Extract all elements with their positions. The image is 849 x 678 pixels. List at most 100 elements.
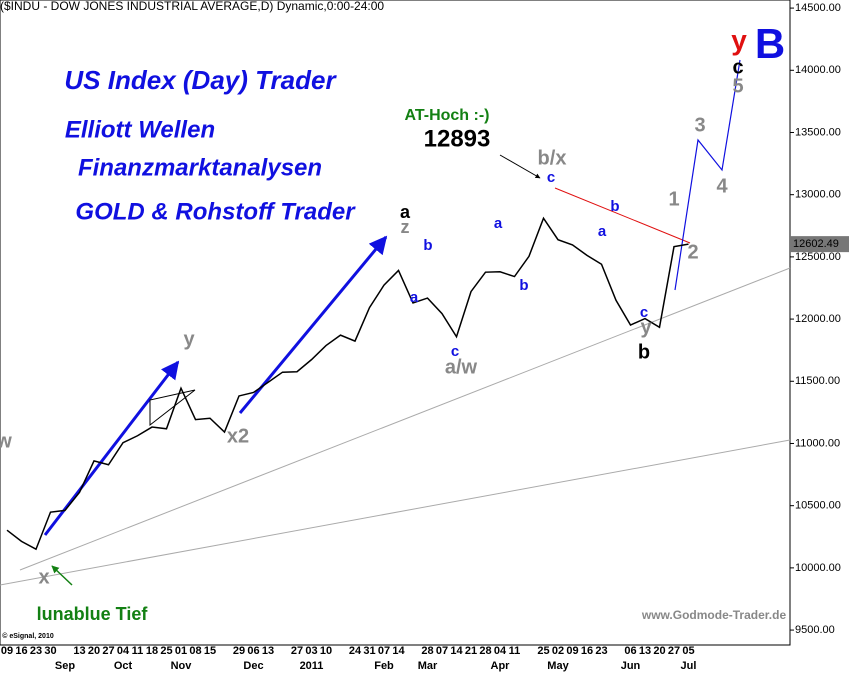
annotation: US Index (Day) Trader <box>64 65 337 95</box>
annotation: a <box>598 223 607 240</box>
month-label: Jun <box>621 660 641 672</box>
x-tick-label: 11 <box>509 645 521 657</box>
x-tick-label: 28 <box>479 645 491 657</box>
annotation: 12893 <box>424 125 491 152</box>
annotation: 5 <box>732 75 743 97</box>
annotation: www.Godmode-Trader.de <box>641 608 787 622</box>
annotation: © eSignal, 2010 <box>2 632 54 640</box>
x-tick-label: 07 <box>378 645 390 657</box>
x-tick-label: 10 <box>320 645 332 657</box>
y-tick-label: 12500.00 <box>795 251 841 263</box>
x-tick-label: 15 <box>204 645 216 657</box>
annotation: c <box>640 304 648 321</box>
annotation: Finanzmarktanalysen <box>78 154 322 181</box>
x-tick-label: 21 <box>465 645 477 657</box>
x-tick-label: 16 <box>15 645 27 657</box>
x-tick-label: 13 <box>73 645 85 657</box>
month-label: Dec <box>243 660 263 672</box>
x-tick-label: 09 <box>1 645 13 657</box>
annotation: a/w <box>445 356 478 378</box>
x-tick-label: 04 <box>494 645 507 657</box>
chart-title: ($INDU - DOW JONES INDUSTRIAL AVERAGE,D)… <box>0 0 384 13</box>
annotation: B <box>755 20 785 67</box>
annotation: y <box>731 24 747 55</box>
x-tick-label: 20 <box>653 645 665 657</box>
x-tick-label: 01 <box>175 645 187 657</box>
y-tick-label: 10500.00 <box>795 500 841 512</box>
annotation: b <box>610 198 619 215</box>
annotation: a <box>494 215 503 232</box>
annotation: w <box>0 430 12 452</box>
x-tick-label: 13 <box>639 645 651 657</box>
annotation: y <box>640 316 652 338</box>
arrow <box>51 565 73 586</box>
month-label: Jul <box>681 660 697 672</box>
x-tick-label: 08 <box>189 645 201 657</box>
annotation: z <box>401 217 410 237</box>
annotation: x2 <box>227 425 249 447</box>
x-tick-label: 16 <box>581 645 593 657</box>
trend-line <box>0 439 791 586</box>
x-tick-label: 20 <box>88 645 100 657</box>
price-tag-label: 12602.49 <box>793 238 839 250</box>
x-tick-label: 27 <box>102 645 114 657</box>
month-label: Mar <box>418 660 438 672</box>
annotation: b <box>638 341 650 363</box>
annotation: a <box>410 289 419 306</box>
plot-area <box>0 0 791 646</box>
y-tick-label: 9500.00 <box>795 624 835 636</box>
projection <box>674 59 741 291</box>
annotation: Elliott Wellen <box>65 116 215 143</box>
y-tick-label: 14000.00 <box>795 64 841 76</box>
x-tick-label: 02 <box>552 645 564 657</box>
annotation: c <box>732 56 743 78</box>
x-tick-label: 06 <box>247 645 259 657</box>
annotation: b/x <box>538 147 567 169</box>
annotation: AT-Hoch :-) <box>404 107 489 124</box>
y-tick-label: 11500.00 <box>795 375 840 387</box>
month-label: 2011 <box>300 660 324 672</box>
month-label: Oct <box>114 660 133 672</box>
y-tick-label: 11000.00 <box>795 437 840 449</box>
month-label: Nov <box>171 660 193 672</box>
x-tick-label: 29 <box>233 645 245 657</box>
month-label: Apr <box>491 660 511 672</box>
annotation: c <box>451 343 459 360</box>
x-tick-label: 30 <box>44 645 56 657</box>
annotation: GOLD & Rohstoff Trader <box>75 198 356 225</box>
x-tick-label: 23 <box>30 645 42 657</box>
x-tick-label: 13 <box>262 645 274 657</box>
x-tick-label: 23 <box>595 645 607 657</box>
x-tick-label: 05 <box>682 645 694 657</box>
annotation: y <box>183 328 195 350</box>
y-tick-label: 14500.00 <box>795 2 841 14</box>
x-tick-label: 11 <box>132 645 144 657</box>
x-tick-label: 25 <box>160 645 172 657</box>
annotation: b <box>519 277 528 294</box>
x-tick-label: 04 <box>117 645 130 657</box>
y-tick-label: 10000.00 <box>795 562 841 574</box>
annotation: 1 <box>668 188 679 210</box>
x-tick-label: 09 <box>566 645 578 657</box>
triangle <box>149 389 196 427</box>
annotation: 2 <box>687 241 698 263</box>
x-tick-label: 14 <box>392 645 405 657</box>
annotation: 4 <box>716 175 728 197</box>
month-label: Feb <box>374 660 394 672</box>
y-tick-label: 13000.00 <box>795 189 841 201</box>
x-tick-label: 28 <box>421 645 433 657</box>
month-label: Sep <box>55 660 75 672</box>
price-line <box>6 216 689 551</box>
x-tick-label: 31 <box>363 645 375 657</box>
trend-line <box>554 187 691 244</box>
month-label: May <box>547 660 569 672</box>
arrow <box>499 154 541 179</box>
annotation: x <box>38 566 49 588</box>
annotation: c <box>547 169 555 186</box>
annotation: 3 <box>694 114 705 136</box>
x-tick-label: 25 <box>537 645 549 657</box>
x-tick-label: 18 <box>146 645 158 657</box>
x-tick-label: 06 <box>624 645 636 657</box>
annotation: lunablue Tief <box>37 604 149 624</box>
